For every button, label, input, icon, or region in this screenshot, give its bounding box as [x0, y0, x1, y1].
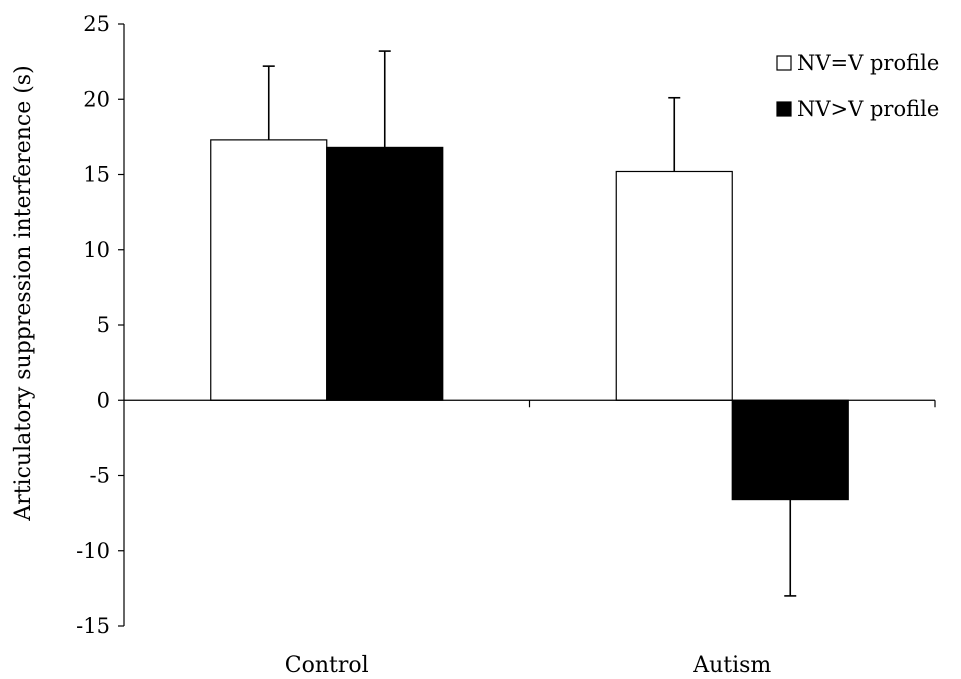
x-category-label: Autism	[692, 653, 771, 678]
y-tick-label: 25	[83, 12, 110, 36]
bar-nv-gt-v-control	[326, 146, 444, 401]
legend-swatch	[776, 101, 792, 117]
y-tick-label: 0	[97, 388, 110, 412]
y-tick-label: -5	[90, 464, 110, 488]
bar-nv-gt-v-autism	[731, 399, 849, 501]
legend-label: NV>V profile	[797, 97, 939, 121]
y-axis-title: Articulatory suppression interference (s…	[11, 65, 36, 521]
plot-area: -15 -10 -5 0 5 10 15 20 25 Control Autism	[76, 12, 936, 678]
legend: NV=V profile NV>V profile	[776, 51, 939, 121]
y-tick-label: 10	[83, 238, 110, 262]
y-tick-label: 5	[97, 313, 110, 337]
y-tick-label: 15	[83, 163, 110, 187]
legend-swatch	[776, 55, 792, 71]
y-tick-label: 20	[83, 87, 110, 111]
bar-nv-eq-v-autism	[615, 170, 733, 401]
x-category-label: Control	[285, 653, 369, 678]
y-tick-label: -15	[76, 614, 110, 638]
legend-label: NV=V profile	[797, 51, 939, 75]
y-tick-label: -10	[76, 539, 110, 563]
bar-nv-eq-v-control	[210, 139, 328, 401]
